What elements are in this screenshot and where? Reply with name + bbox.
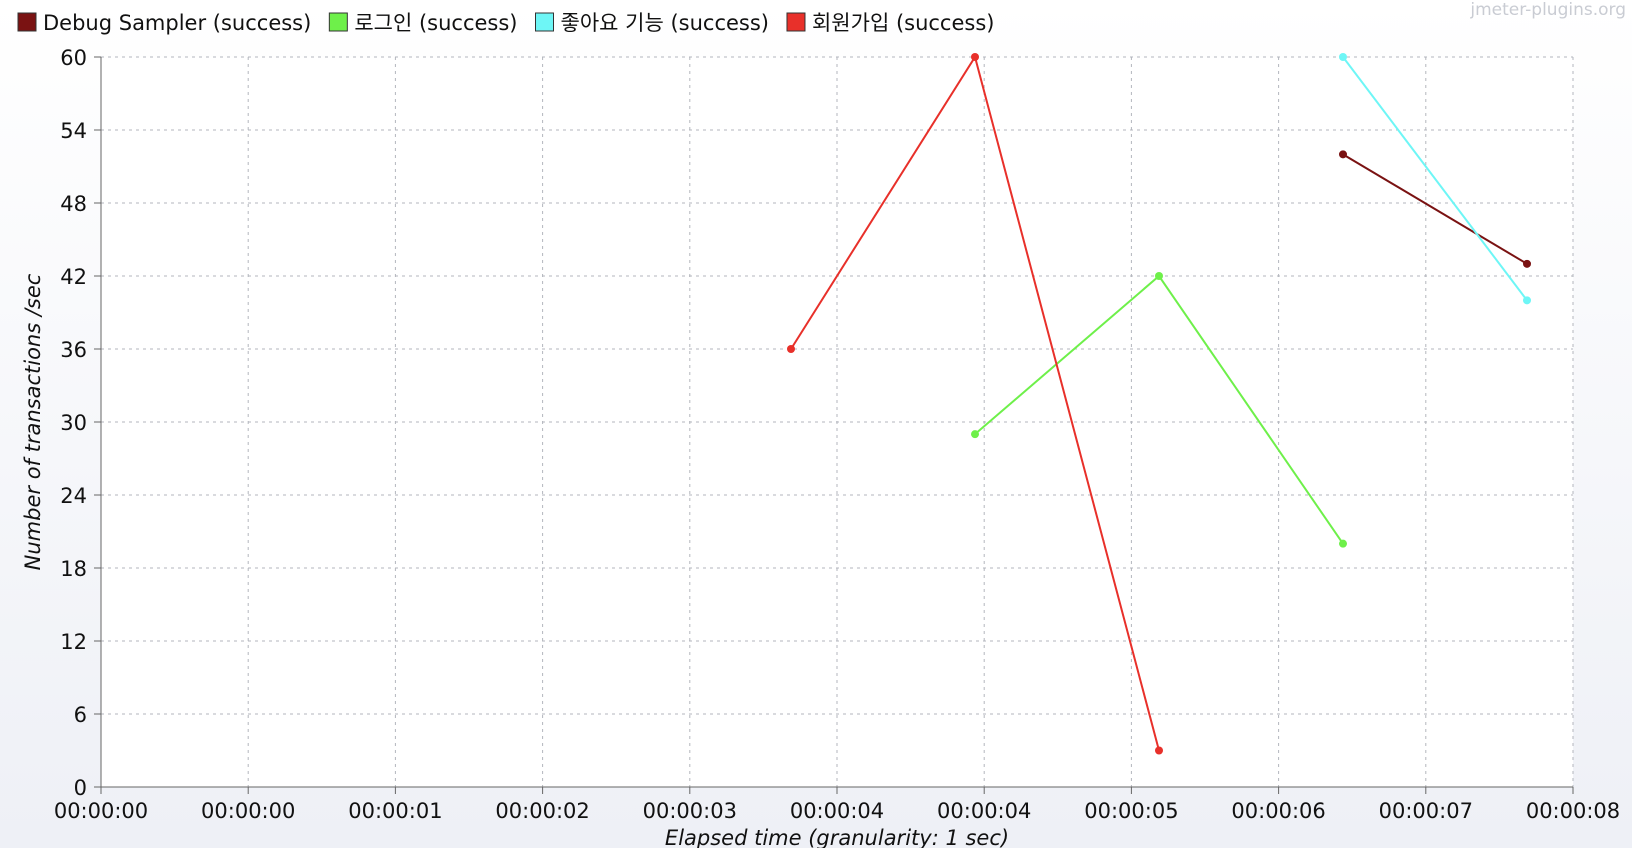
legend-item: 회원가입 (success) [786, 11, 995, 35]
legend-label: 좋아요 기능 (success) [561, 11, 769, 35]
y-axis-title: Number of transactions /sec [21, 273, 45, 570]
legend-item: 로그인 (success) [328, 11, 518, 35]
x-tick-label: 00:00:01 [348, 799, 442, 823]
y-tick-label: 18 [60, 557, 87, 581]
y-tick-label: 30 [60, 411, 87, 435]
x-tick-label: 00:00:04 [937, 799, 1031, 823]
x-tick-label: 00:00:00 [201, 799, 295, 823]
series-0 [1339, 150, 1531, 268]
x-tick-label: 00:00:07 [1379, 799, 1473, 823]
data-point [971, 430, 979, 439]
y-tick-label: 60 [60, 46, 87, 70]
series-line [1342, 56, 1528, 301]
x-axis-ticks: 00:00:00 00:00:00 00:00:01 00:00:02 00:00:03… [54, 787, 1620, 823]
x-tick-label: 00:00:03 [643, 799, 737, 823]
grid [101, 56, 1574, 787]
legend: Debug Sampler (success) 로그인 (success) 좋아요 … [17, 11, 995, 35]
x-axis-title: Elapsed time (granularity: 1 sec) [665, 826, 1009, 848]
data-point [1339, 150, 1347, 159]
y-axis-ticks: 0 6 12 18 24 30 36 42 48 54 60 [60, 46, 101, 800]
data-point [787, 345, 795, 353]
y-tick-label: 24 [60, 484, 87, 508]
legend-swatch [17, 12, 37, 32]
series-line [1342, 153, 1528, 265]
legend-label: Debug Sampler (success) [43, 11, 311, 35]
data-point [1339, 53, 1347, 61]
legend-swatch [786, 12, 806, 32]
y-tick-label: 42 [60, 265, 87, 289]
x-tick-label: 00:00:05 [1084, 799, 1178, 823]
data-point [1155, 746, 1163, 755]
series-3 [787, 53, 1163, 755]
y-tick-label: 0 [74, 776, 87, 800]
y-tick-label: 6 [74, 703, 87, 727]
legend-item: Debug Sampler (success) [17, 11, 311, 35]
x-tick-label: 00:00:08 [1526, 799, 1620, 823]
x-tick-label: 00:00:04 [790, 799, 884, 823]
legend-label: 회원가입 (success) [812, 11, 995, 35]
data-point [1523, 259, 1531, 268]
x-tick-label: 00:00:00 [54, 799, 148, 823]
data-point [1155, 272, 1163, 280]
y-tick-label: 12 [60, 630, 87, 654]
legend-item: 좋아요 기능 (success) [535, 11, 769, 35]
data-point [971, 53, 979, 61]
x-tick-label: 00:00:02 [495, 799, 589, 823]
y-tick-label: 36 [60, 338, 87, 362]
legend-swatch [535, 12, 554, 32]
y-tick-label: 48 [60, 192, 87, 216]
watermark-text: jmeter-plugins.org [1469, 0, 1626, 20]
series-2 [1339, 53, 1531, 305]
x-tick-label: 00:00:06 [1231, 799, 1325, 823]
data-point [1339, 539, 1347, 548]
legend-swatch [328, 12, 348, 32]
data-point [1523, 296, 1531, 305]
series-1 [971, 272, 1347, 548]
legend-label: 로그인 (success) [354, 11, 517, 35]
series-layer [787, 53, 1531, 755]
y-tick-label: 54 [60, 119, 87, 143]
